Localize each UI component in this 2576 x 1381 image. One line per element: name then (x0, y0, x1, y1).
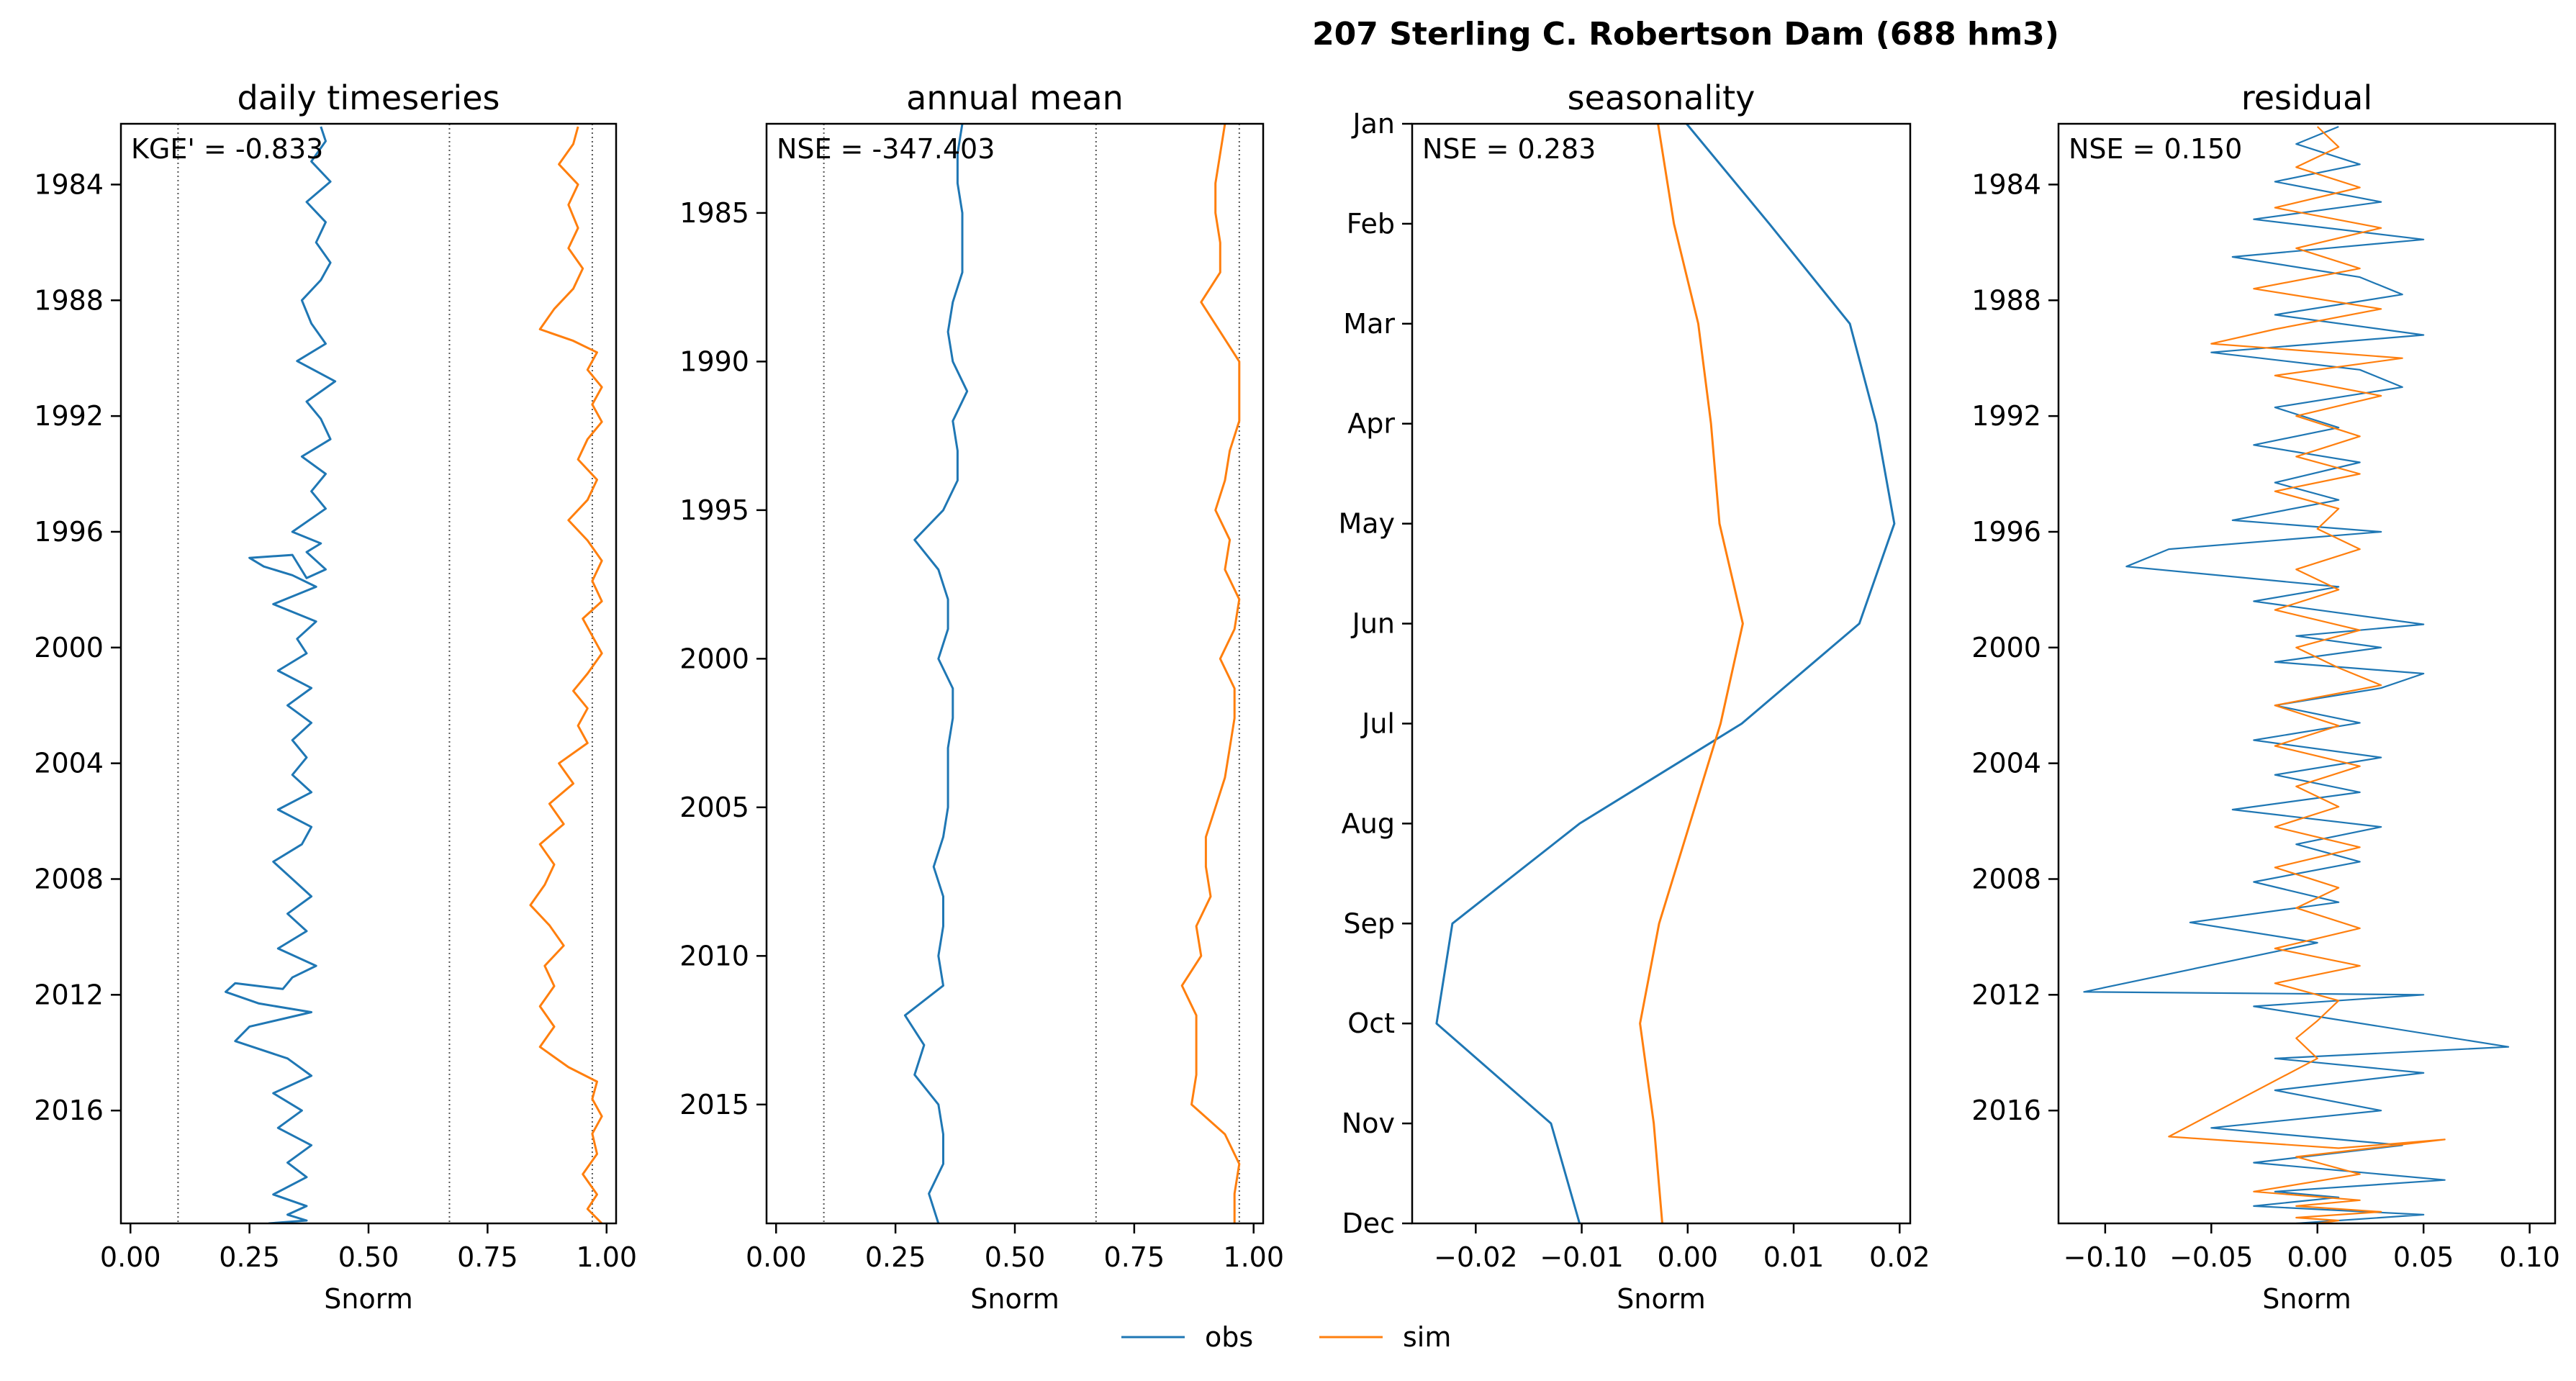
y-tick-label: 1984 (1971, 168, 2041, 200)
figure-suptitle: 207 Sterling C. Robertson Dam (688 hm3) (1312, 16, 2059, 53)
x-tick-label: 0.75 (1104, 1241, 1165, 1273)
y-tick-label: 1995 (679, 494, 749, 526)
x-tick-label: −0.05 (2169, 1241, 2253, 1273)
y-tick-label: 2005 (679, 792, 749, 823)
legend-label-obs: obs (1205, 1321, 1253, 1353)
series-line-sim (1180, 124, 1241, 1223)
metric-annotation: NSE = 0.283 (1422, 133, 1596, 165)
x-tick-label: −0.02 (1434, 1241, 1517, 1273)
x-tick-label: 0.00 (2287, 1241, 2348, 1273)
x-tick-label: 0.00 (100, 1241, 161, 1273)
panel-title: residual (2241, 78, 2372, 117)
x-axis-label: Snorm (2262, 1283, 2351, 1315)
y-tick-label: Feb (1347, 208, 1395, 240)
panel-title: seasonality (1568, 78, 1755, 117)
y-tick-label: Jul (1360, 707, 1395, 739)
y-tick-label: 2004 (34, 748, 104, 779)
x-tick-label: 0.02 (1869, 1241, 1930, 1273)
y-tick-label: 2000 (679, 643, 749, 674)
y-tick-label: Aug (1342, 807, 1395, 839)
y-tick-label: Sep (1343, 907, 1395, 939)
y-tick-label: 2010 (679, 940, 749, 972)
x-tick-label: 1.00 (576, 1241, 637, 1273)
y-tick-label: 1990 (679, 345, 749, 377)
y-tick-label: Oct (1347, 1008, 1395, 1039)
y-tick-label: 2016 (1971, 1095, 2041, 1126)
y-tick-label: Apr (1347, 408, 1395, 440)
x-tick-label: 0.25 (865, 1241, 926, 1273)
x-tick-label: 0.00 (746, 1241, 807, 1273)
panel-3: −0.02 −0.01 0.00 0.01 0.02 Jan Feb Mar Apr May Jun… (1338, 78, 1930, 1315)
legend-label-sim: sim (1403, 1321, 1451, 1353)
x-tick-label: 0.50 (985, 1241, 1046, 1273)
axes-frame (1411, 122, 1912, 1225)
x-axis-label: Snorm (970, 1283, 1059, 1315)
y-tick-label: 1996 (34, 516, 104, 548)
y-tick-label: 1992 (34, 400, 104, 432)
y-tick-label: 1984 (34, 168, 104, 200)
y-tick-label: 2000 (34, 632, 104, 664)
y-tick-label: 2008 (34, 863, 104, 895)
axes-frame (2057, 122, 2557, 1225)
y-tick-label: 2016 (34, 1095, 104, 1126)
panel-4: −0.10 −0.05 0.00 0.05 0.10 1984 1988 1992 1996 20… (1971, 78, 2560, 1315)
y-tick-label: May (1338, 508, 1395, 540)
x-tick-label: 0.01 (1763, 1241, 1825, 1273)
legend: obs sim (1121, 1321, 1451, 1353)
y-tick-label: 1996 (1971, 516, 2041, 548)
metric-annotation: NSE = 0.150 (2069, 133, 2242, 165)
y-tick-label: 1985 (679, 197, 749, 229)
series-line-obs (2083, 125, 2510, 1223)
x-axis-label: Snorm (1617, 1283, 1705, 1315)
panel-title: annual mean (906, 78, 1124, 117)
y-tick-label: Mar (1343, 308, 1395, 340)
x-tick-label: 0.25 (219, 1241, 280, 1273)
y-tick-label: Dec (1342, 1208, 1395, 1239)
y-tick-label: 2008 (1971, 863, 2041, 895)
y-tick-label: 2015 (679, 1089, 749, 1120)
series-line-obs (903, 124, 969, 1223)
series-line-obs (1435, 124, 1896, 1223)
series-line-sim (1639, 124, 1744, 1223)
y-tick-label: 2000 (1971, 632, 2041, 664)
x-tick-label: 0.10 (2499, 1241, 2560, 1273)
panel-1: 0.00 0.25 0.50 0.75 1.00 1984 1988 1992 1996 2000… (34, 78, 637, 1315)
y-tick-label: Nov (1342, 1108, 1395, 1139)
panel-2: 0.00 0.25 0.50 0.75 1.00 1985 1990 1995 2000 2005… (679, 78, 1284, 1315)
x-tick-label: −0.10 (2064, 1241, 2147, 1273)
metric-annotation: NSE = -347.403 (777, 133, 995, 165)
panel-title: daily timeseries (238, 78, 500, 117)
y-tick-label: Jun (1351, 608, 1395, 640)
metric-annotation: KGE' = -0.833 (131, 133, 323, 165)
x-axis-label: Snorm (324, 1283, 412, 1315)
x-tick-label: −0.01 (1540, 1241, 1623, 1273)
y-tick-label: 2012 (1971, 979, 2041, 1010)
x-tick-label: 0.50 (338, 1241, 399, 1273)
x-tick-label: 0.05 (2393, 1241, 2454, 1273)
x-tick-label: 0.00 (1658, 1241, 1719, 1273)
y-tick-label: 2004 (1971, 748, 2041, 779)
x-tick-label: 1.00 (1223, 1241, 1284, 1273)
y-tick-label: 2012 (34, 979, 104, 1010)
y-tick-label: 1988 (1971, 284, 2041, 316)
series-line-sim (2168, 126, 2446, 1223)
y-tick-label: 1988 (34, 284, 104, 316)
series-line-obs (225, 126, 337, 1223)
panels: 0.00 0.25 0.50 0.75 1.00 1984 1988 1992 1996 2000… (34, 78, 2560, 1315)
y-tick-label: Jan (1351, 108, 1395, 140)
y-tick-label: 1992 (1971, 400, 2041, 432)
series-line-sim (529, 126, 603, 1223)
x-tick-label: 0.75 (457, 1241, 518, 1273)
